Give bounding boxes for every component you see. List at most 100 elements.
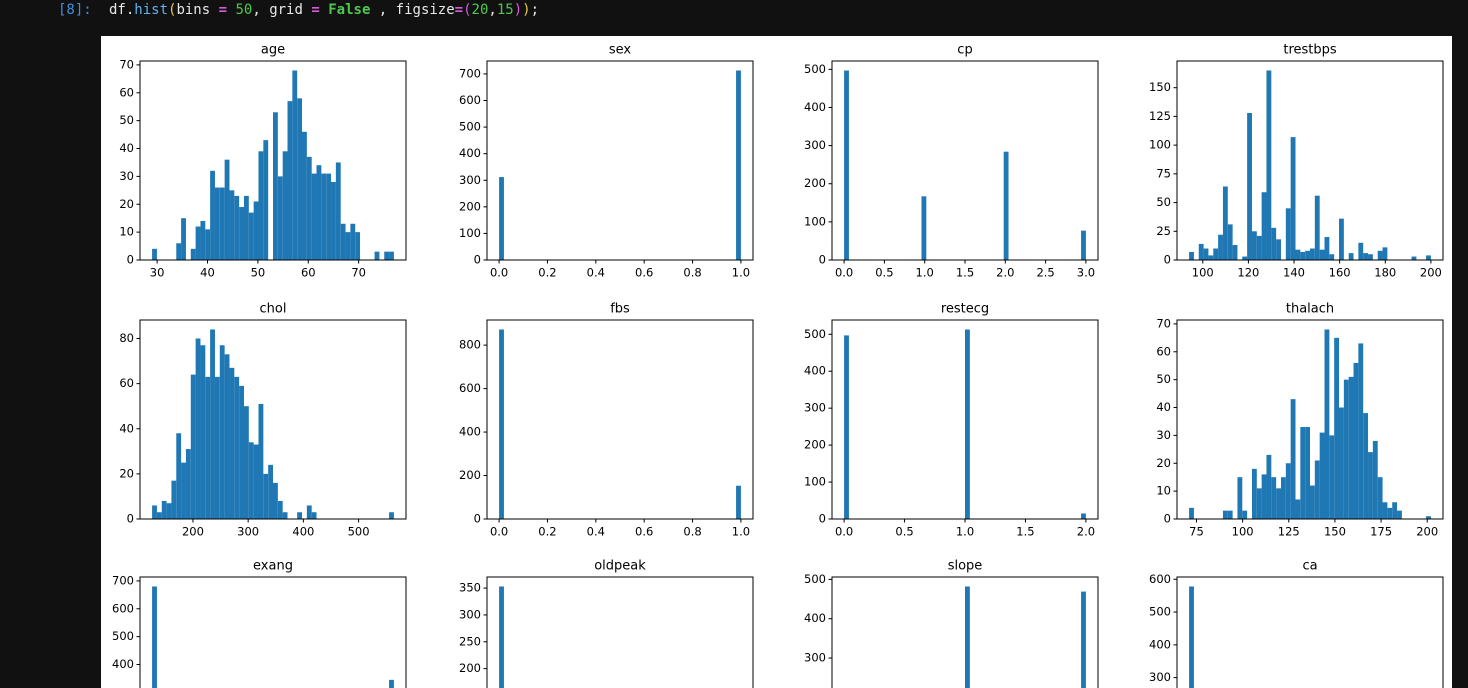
y-tick-label: 40: [119, 421, 134, 435]
x-tick-label: 125: [1278, 525, 1300, 539]
histogram-bar: [499, 586, 504, 688]
y-tick-label: 25: [1156, 224, 1171, 238]
histogram-bar: [355, 232, 361, 260]
axes-frame: [139, 576, 407, 688]
histogram-bar: [234, 195, 240, 260]
histogram-bar: [1305, 427, 1310, 519]
x-tick-label: 140: [1283, 266, 1305, 280]
x-tick-label: 60: [301, 266, 316, 280]
histogram-bar: [277, 500, 283, 519]
histogram-bar: [1290, 137, 1296, 260]
x-tick-label: 40: [200, 266, 215, 280]
axes-frame: [1176, 60, 1444, 261]
histogram-bar: [384, 251, 390, 260]
y-tick-label: 400: [459, 425, 481, 439]
code-token: False: [319, 2, 371, 18]
histogram-bar: [1334, 337, 1340, 519]
subplot-title: exang: [253, 559, 293, 574]
x-tick-label: 200: [1416, 525, 1438, 539]
histogram-bar: [166, 503, 172, 519]
histogram-bar: [268, 464, 273, 519]
histogram-bar: [176, 243, 182, 260]
y-tick-label: 100: [804, 214, 826, 228]
histogram-bar: [844, 335, 849, 519]
histogram-bar: [1285, 463, 1291, 519]
y-tick-label: 0: [1164, 253, 1171, 267]
y-tick-label: 350: [459, 581, 481, 595]
histogram-bar: [1382, 247, 1388, 260]
y-tick-label: 400: [804, 611, 826, 625]
histogram-bar: [190, 248, 196, 260]
histogram-bar: [171, 480, 177, 519]
histogram-bar: [243, 195, 249, 260]
x-tick-label: 1.0: [916, 266, 934, 280]
histogram-bar: [1368, 452, 1373, 519]
histogram-bar: [1305, 250, 1310, 260]
histogram-bar: [1222, 186, 1228, 260]
histogram-bar: [195, 226, 201, 260]
histogram-bar: [273, 482, 278, 519]
axes-frame: [486, 60, 754, 261]
subplot-title: trestbps: [1283, 43, 1337, 58]
histogram-bar: [224, 354, 230, 519]
histogram-bar: [1372, 440, 1378, 519]
code-token: (: [463, 2, 472, 18]
x-tick-label: 0.2: [538, 266, 556, 280]
x-tick-label: 1.5: [956, 266, 974, 280]
histogram-bar: [248, 442, 254, 519]
histogram-bar: [1329, 435, 1335, 519]
y-tick-label: 0: [819, 253, 826, 267]
subplot-title: cp: [957, 43, 972, 58]
histogram-bar: [1213, 248, 1219, 260]
y-tick-label: 50: [1156, 372, 1171, 386]
x-tick-label: 2.5: [1036, 266, 1054, 280]
code-line[interactable]: df.hist(bins = 50, grid = False , figsiz…: [109, 2, 539, 18]
histogram-bar: [1343, 379, 1349, 519]
histogram-bar: [181, 462, 186, 519]
histogram-bar: [190, 374, 196, 519]
y-tick-label: 70: [1156, 316, 1171, 330]
histogram-bar: [306, 505, 312, 519]
x-tick-label: 50: [251, 266, 266, 280]
y-tick-label: 400: [459, 146, 481, 160]
histogram-bar: [302, 131, 307, 260]
histogram-bar: [1363, 253, 1369, 260]
histogram-bar: [1300, 427, 1306, 519]
y-tick-label: 300: [804, 401, 826, 415]
x-tick-label: 75: [1189, 525, 1204, 539]
x-tick-label: 400: [292, 525, 314, 539]
histogram-bar: [1276, 488, 1281, 519]
axes-frame: [139, 60, 407, 261]
histogram-bar: [1189, 586, 1194, 688]
histogram-bar: [499, 177, 504, 260]
histogram-bar: [1392, 502, 1398, 519]
x-tick-label: 100: [1232, 525, 1254, 539]
histogram-bar: [1081, 230, 1086, 260]
histogram-bar: [1324, 237, 1330, 260]
x-tick-label: 2.0: [1077, 525, 1095, 539]
y-tick-label: 20: [1156, 456, 1171, 470]
histogram-bar: [152, 586, 157, 688]
histogram-bar: [1377, 477, 1383, 519]
histogram-bar: [1218, 234, 1223, 260]
histogram-bar: [1426, 255, 1431, 260]
y-tick-label: 200: [804, 176, 826, 190]
histogram-bar: [844, 70, 849, 260]
histogram-bar: [1377, 250, 1383, 260]
code-token: =: [311, 2, 320, 18]
y-tick-label: 400: [804, 100, 826, 114]
y-tick-label: 600: [1149, 572, 1171, 586]
y-tick-label: 30: [1156, 428, 1171, 442]
histogram-bar: [229, 190, 235, 260]
code-token: , figsize: [370, 2, 455, 18]
histogram-bar: [1348, 253, 1354, 260]
subplot-title: slope: [948, 559, 983, 574]
subplot-title: oldpeak: [594, 559, 646, 574]
histogram-bar: [311, 512, 317, 519]
y-tick-label: 300: [804, 138, 826, 152]
code-token: ;: [530, 2, 540, 18]
histogram-bar: [161, 500, 167, 519]
histogram-bar: [1358, 343, 1364, 519]
